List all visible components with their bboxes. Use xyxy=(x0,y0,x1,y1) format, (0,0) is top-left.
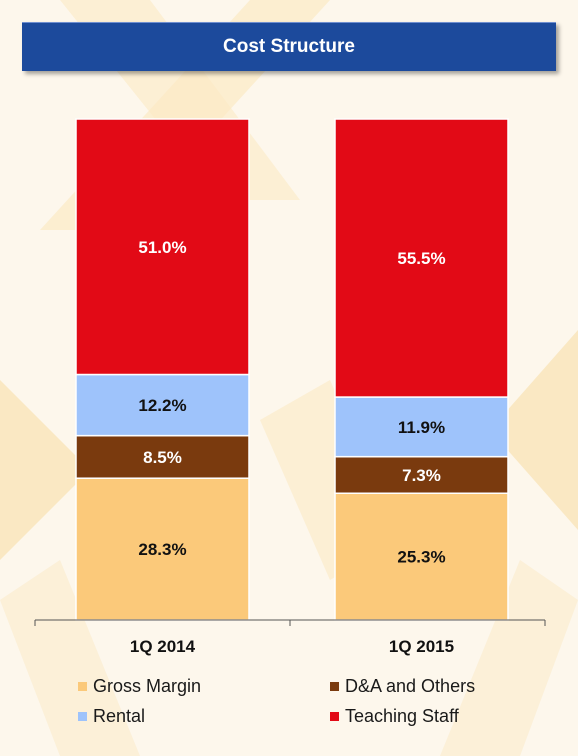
chart-title: Cost Structure xyxy=(223,36,355,57)
legend-swatch-gross-margin xyxy=(78,682,87,691)
legend-label-rental: Rental xyxy=(93,706,146,726)
bar-segment-teaching-staff-2 xyxy=(334,118,509,398)
legend-item-da-and-others: D&A and Others xyxy=(330,676,475,697)
legend-label-da-and-others: D&A and Others xyxy=(345,676,476,696)
bar-segment-teaching-staff-1 xyxy=(75,118,250,376)
data-label-teaching-staff-2: 55.5% xyxy=(397,249,445,268)
data-label-d-a-and-others-2: 7.3% xyxy=(402,466,441,485)
legend-item-gross-margin: Gross Margin xyxy=(78,676,201,697)
legend: Gross Margin D&A and Others Rental Teach… xyxy=(0,674,578,744)
legend-swatch-rental xyxy=(78,712,87,721)
bar-segment-d-a-and-others-1 xyxy=(75,434,250,479)
bar-segment-rental-1 xyxy=(75,373,250,437)
data-label-rental-2: 11.9% xyxy=(398,418,445,437)
data-label-teaching-staff-1: 51.0% xyxy=(138,238,186,257)
legend-swatch-da-and-others xyxy=(330,682,339,691)
x-axis-tick-label-2: 1Q 2015 xyxy=(389,637,454,656)
legend-item-teaching-staff: Teaching Staff xyxy=(330,706,459,727)
chart-title-bar: Cost Structure xyxy=(22,22,556,71)
bar-segment-d-a-and-others-2 xyxy=(334,455,509,494)
data-label-d-a-and-others-1: 8.5% xyxy=(143,448,182,467)
x-axis-tick-label-1: 1Q 2014 xyxy=(130,637,196,656)
legend-item-rental: Rental xyxy=(78,706,145,727)
legend-swatch-teaching-staff xyxy=(330,712,339,721)
bar-segment-gross-margin-1 xyxy=(75,477,250,621)
legend-label-teaching-staff: Teaching Staff xyxy=(345,706,459,726)
data-label-gross-margin-2: 25.3% xyxy=(397,548,445,567)
data-label-rental-1: 12.2% xyxy=(138,396,186,415)
data-label-gross-margin-1: 28.3% xyxy=(138,540,186,559)
legend-label-gross-margin: Gross Margin xyxy=(93,676,202,696)
